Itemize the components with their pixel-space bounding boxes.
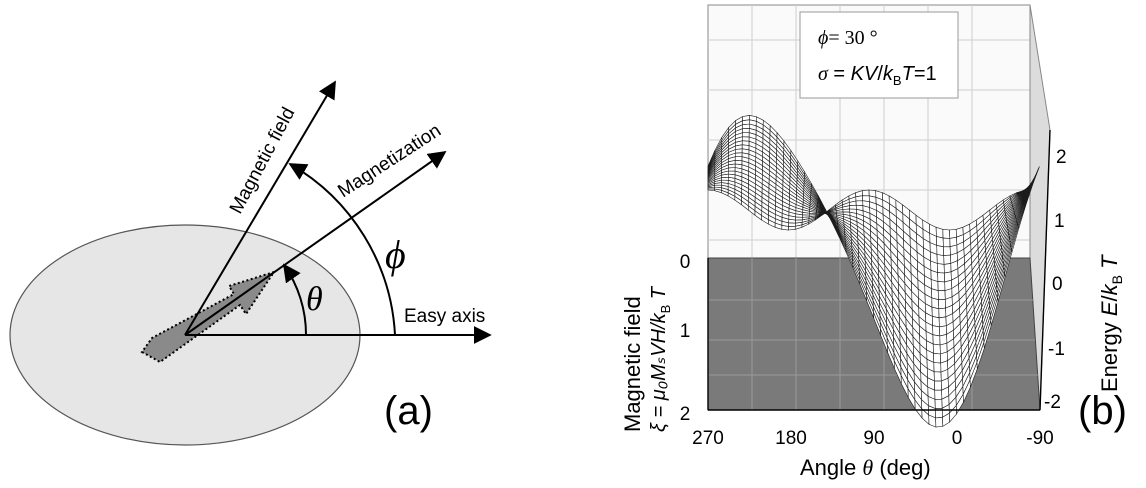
x-tick-180: 180	[775, 428, 807, 449]
surface-cell	[931, 306, 940, 319]
surface-cell	[741, 132, 750, 138]
surface-cell	[932, 343, 941, 355]
y-axis-label-line1: Magnetic field	[620, 296, 645, 432]
surface-cell	[934, 398, 943, 409]
surface-cell	[938, 299, 946, 310]
panel-a: Magnetic field Magnetization Easy axis ϕ…	[9, 80, 492, 446]
surface-cell	[933, 352, 942, 364]
surface-cell	[943, 263, 952, 274]
z-tick-neg1: -1	[1048, 339, 1065, 360]
surface-cell	[943, 246, 951, 256]
surface-cell	[714, 184, 722, 189]
surface-cell	[943, 254, 952, 265]
surface-cell	[936, 263, 945, 274]
z-tick-1: 1	[1054, 211, 1065, 232]
surface-cell	[934, 389, 943, 400]
legend-box	[799, 11, 959, 99]
surface-cell	[931, 316, 940, 328]
surface-cell	[938, 316, 947, 328]
z-axis-label: Energy E/kB T	[1097, 254, 1125, 392]
surface-cell	[949, 228, 957, 239]
phi-symbol: ϕ	[385, 232, 406, 277]
surface-cell	[788, 225, 796, 231]
theta-symbol: θ	[306, 281, 323, 318]
y-tick-1: 1	[680, 321, 691, 342]
surface-cell	[942, 228, 951, 239]
surface-cell	[937, 290, 946, 301]
theta-arc	[282, 263, 308, 336]
surface-cell	[855, 195, 864, 202]
z-tick-2: 2	[1056, 147, 1067, 168]
surface-cell	[942, 237, 951, 248]
surface-cell	[938, 307, 947, 319]
y-tick-2: 2	[680, 404, 691, 425]
surface-cell	[937, 272, 946, 283]
x-tick-neg90: -90	[1026, 428, 1053, 449]
surface-cell	[734, 159, 743, 166]
x-tick-0: 0	[952, 428, 963, 449]
surface-cell	[932, 325, 941, 337]
surface-cell	[936, 245, 945, 256]
z-axis-ticks: 2 1 0 -1 -2	[1044, 147, 1067, 413]
surface-cell	[741, 136, 750, 142]
z-tick-neg2: -2	[1044, 392, 1061, 413]
surface-cell	[742, 115, 750, 122]
x-tick-270: 270	[692, 428, 724, 449]
x-tick-90: 90	[863, 428, 884, 449]
y-axis-label-line2: ξ = μ₀MₛVH/kB T	[648, 285, 673, 432]
panel-a-label: (a)	[384, 389, 433, 433]
surface-cell	[933, 362, 942, 373]
surface-cell	[934, 380, 942, 391]
surface-cell	[933, 371, 942, 382]
surface-cell	[734, 156, 743, 162]
surface-cell	[861, 189, 870, 197]
surface-cell	[1031, 166, 1040, 186]
surface-cell	[721, 179, 729, 184]
surface-cell	[935, 416, 944, 428]
y-tick-0: 0	[680, 252, 691, 273]
phi-arc	[288, 163, 396, 336]
surface-cell	[936, 236, 944, 248]
surface-cell	[936, 254, 945, 265]
surface-cell	[795, 219, 803, 224]
legend-sigma: σ = KV/kBT=1	[818, 63, 937, 88]
z-tick-0: 0	[1052, 274, 1063, 295]
x-axis-ticks: 270 180 90 0 -90	[692, 428, 1054, 449]
surface-cell	[742, 127, 750, 134]
x-axis-label: Angle θ (deg)	[800, 455, 931, 480]
surface-cell	[849, 204, 857, 210]
legend-phi: ϕ= 30 °	[818, 27, 878, 49]
z-axis-line	[1039, 129, 1051, 411]
surface-cell	[937, 281, 946, 292]
energy-surface	[707, 115, 1040, 428]
panel-b-label: (b)	[1078, 389, 1127, 433]
surface-cell	[727, 170, 736, 176]
magnetic-field-line	[184, 80, 336, 336]
magnetization-line	[184, 150, 447, 336]
surface-cell	[932, 334, 941, 346]
easy-axis-label: Easy axis	[404, 306, 485, 327]
y-axis-ticks: 0 1 2	[680, 252, 691, 425]
panel-b: ϕ= 30 ° σ = KV/kBT=1 270 180 90 0 -90 An…	[620, 4, 1127, 480]
surface-cell	[855, 200, 864, 207]
